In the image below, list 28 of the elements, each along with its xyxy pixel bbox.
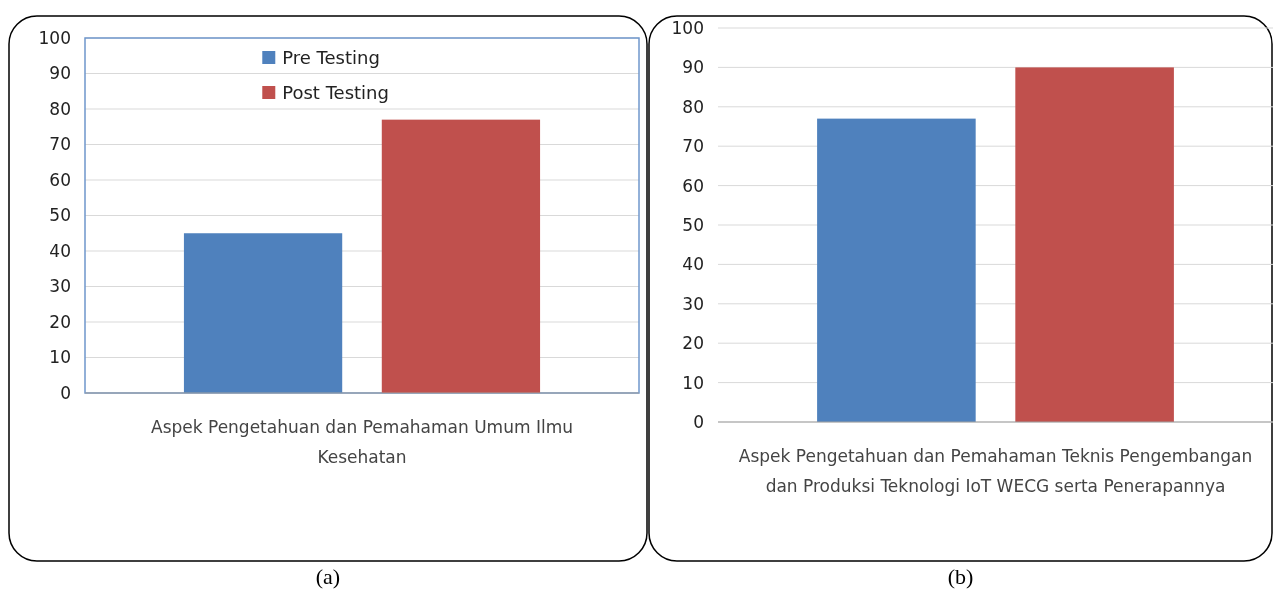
y-tick-label: 0: [693, 411, 704, 432]
y-tick-label: 100: [671, 17, 704, 38]
y-tick-label: 20: [49, 311, 71, 332]
y-tick-label: 70: [682, 136, 704, 157]
y-tick-label: 100: [38, 27, 71, 48]
legend-label: Pre Testing: [282, 47, 380, 69]
y-tick-label: 10: [49, 347, 71, 368]
y-tick-label: 80: [682, 96, 704, 117]
y-tick-label: 80: [49, 98, 71, 119]
y-tick-label: 30: [682, 293, 704, 314]
y-tick-label: 20: [682, 333, 704, 354]
x-tick-label: Aspek Pengetahuan dan Pemahaman Teknis Pengembangan dan Produksi Teknologi IoT WECG serta Penerapannya: [738, 446, 1253, 496]
y-tick-label: 40: [49, 240, 71, 261]
y-tick-label: 40: [682, 254, 704, 275]
y-tick-label: 60: [49, 169, 71, 190]
y-tick-label: 70: [49, 134, 71, 155]
y-tick-label: 10: [682, 372, 704, 393]
y-tick-label: 50: [49, 205, 71, 226]
y-tick-label: 90: [49, 63, 71, 84]
x-tick-label: Aspek Pengetahuan dan Pemahaman Umum Ilmu Kesehatan: [151, 417, 573, 467]
y-tick-label: 60: [682, 175, 704, 196]
y-tick-label: 50: [682, 214, 704, 235]
text: (b): [947, 564, 974, 589]
y-tick-label: 0: [60, 382, 71, 403]
y-tick-label: 30: [49, 276, 71, 297]
y-tick-label: 90: [682, 57, 704, 78]
text: (a): [315, 564, 341, 589]
legend-label: Post Testing: [282, 82, 389, 104]
